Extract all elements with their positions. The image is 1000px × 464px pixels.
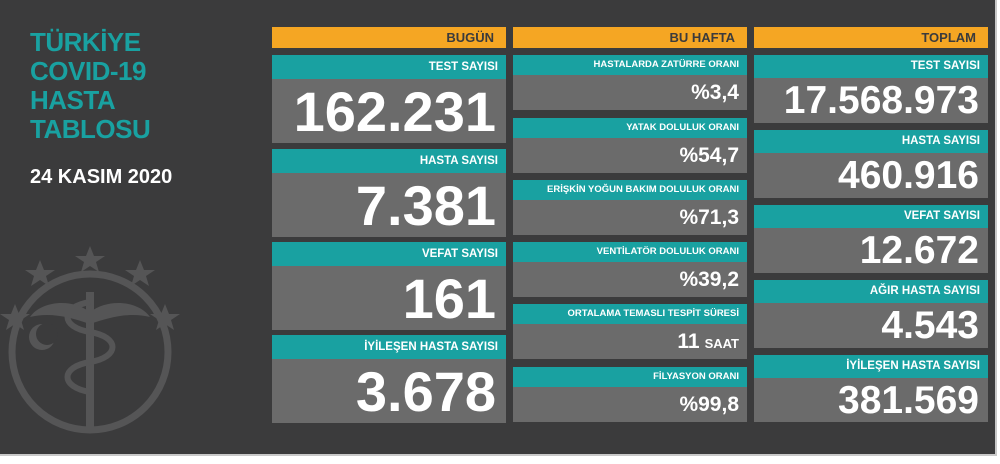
today-test-value: 162.231 xyxy=(272,79,506,143)
today-recovered-block: İYİLEŞEN HASTA SAYISI 3.678 xyxy=(272,335,506,423)
total-cases-label: HASTA SAYISI xyxy=(754,130,988,153)
week-icu-value: %71,3 xyxy=(513,200,747,235)
total-cases-value: 460.916 xyxy=(754,153,988,198)
week-filiation-value: %99,8 xyxy=(513,387,747,422)
week-header: BU HAFTA xyxy=(513,27,747,48)
week-contact-time-unit: SAAT xyxy=(704,336,739,351)
week-contact-time-block: ORTALAMA TEMASLI TESPİT SÜRESİ 11 SAAT xyxy=(513,304,747,359)
week-ventilator-number: %39,2 xyxy=(679,268,739,291)
week-icu-block: ERİŞKİN YOĞUN BAKIM DOLULUK ORANI %71,3 xyxy=(513,180,747,235)
total-severe-label: AĞIR HASTA SAYISI xyxy=(754,280,988,303)
week-bed-label: YATAK DOLULUK ORANI xyxy=(513,118,747,138)
week-ventilator-block: VENTİLATÖR DOLULUK ORANI %39,2 xyxy=(513,242,747,297)
week-icu-number: %71,3 xyxy=(679,206,739,229)
total-severe-block: AĞIR HASTA SAYISI 4.543 xyxy=(754,280,988,348)
today-deaths-block: VEFAT SAYISI 161 xyxy=(272,242,506,330)
total-recovered-block: İYİLEŞEN HASTA SAYISI 381.569 xyxy=(754,355,988,422)
week-pneumonia-block: HASTALARDA ZATÜRRE ORANI %3,4 xyxy=(513,55,747,110)
total-deaths-label: VEFAT SAYISI xyxy=(754,205,988,228)
total-recovered-value: 381.569 xyxy=(754,378,988,422)
total-test-value: 17.568.973 xyxy=(754,78,988,123)
today-recovered-value: 3.678 xyxy=(272,359,506,423)
total-test-label: TEST SAYISI xyxy=(754,55,988,78)
week-pneumonia-value: %3,4 xyxy=(513,75,747,110)
covid-table-panel: TÜRKİYE COVID-19 HASTA TABLOSU 24 KASIM … xyxy=(0,0,997,456)
week-contact-time-label: ORTALAMA TEMASLI TESPİT SÜRESİ xyxy=(513,304,747,324)
week-filiation-block: FİLYASYON ORANI %99,8 xyxy=(513,367,747,422)
today-column: BUGÜN TEST SAYISI 162.231 HASTA SAYISI 7… xyxy=(272,27,506,423)
week-bed-block: YATAK DOLULUK ORANI %54,7 xyxy=(513,118,747,173)
today-recovered-label: İYİLEŞEN HASTA SAYISI xyxy=(272,335,506,359)
page-title: TÜRKİYE COVID-19 HASTA TABLOSU xyxy=(30,27,151,144)
week-ventilator-value: %39,2 xyxy=(513,262,747,297)
week-contact-time-number: 11 xyxy=(677,330,700,353)
week-filiation-label: FİLYASYON ORANI xyxy=(513,367,747,387)
total-cases-block: HASTA SAYISI 460.916 xyxy=(754,130,988,198)
title-line: HASTA xyxy=(30,85,116,115)
total-header: TOPLAM xyxy=(754,27,988,48)
week-pneumonia-number: %3,4 xyxy=(691,81,739,104)
total-column: TOPLAM TEST SAYISI 17.568.973 HASTA SAYI… xyxy=(754,27,988,422)
report-date: 24 KASIM 2020 xyxy=(30,166,173,188)
title-line: TÜRKİYE xyxy=(30,27,141,57)
week-pneumonia-label: HASTALARDA ZATÜRRE ORANI xyxy=(513,55,747,75)
today-cases-value: 7.381 xyxy=(272,173,506,237)
week-column: BU HAFTA HASTALARDA ZATÜRRE ORANI %3,4 Y… xyxy=(513,27,747,422)
total-severe-value: 4.543 xyxy=(754,303,988,348)
today-cases-label: HASTA SAYISI xyxy=(272,149,506,173)
ministry-emblem-icon xyxy=(0,246,180,434)
week-contact-time-value: 11 SAAT xyxy=(513,324,747,359)
week-ventilator-label: VENTİLATÖR DOLULUK ORANI xyxy=(513,242,747,262)
today-deaths-value: 161 xyxy=(272,266,506,330)
today-header: BUGÜN xyxy=(272,27,506,48)
week-filiation-number: %99,8 xyxy=(679,393,739,416)
week-icu-label: ERİŞKİN YOĞUN BAKIM DOLULUK ORANI xyxy=(513,180,747,200)
today-test-block: TEST SAYISI 162.231 xyxy=(272,55,506,143)
today-test-label: TEST SAYISI xyxy=(272,55,506,79)
total-deaths-value: 12.672 xyxy=(754,228,988,273)
week-bed-value: %54,7 xyxy=(513,138,747,173)
today-deaths-label: VEFAT SAYISI xyxy=(272,242,506,266)
total-deaths-block: VEFAT SAYISI 12.672 xyxy=(754,205,988,273)
title-line: TABLOSU xyxy=(30,114,151,144)
week-bed-number: %54,7 xyxy=(679,144,739,167)
total-test-block: TEST SAYISI 17.568.973 xyxy=(754,55,988,123)
title-line: COVID-19 xyxy=(30,56,146,86)
today-cases-block: HASTA SAYISI 7.381 xyxy=(272,149,506,237)
total-recovered-label: İYİLEŞEN HASTA SAYISI xyxy=(754,355,988,378)
